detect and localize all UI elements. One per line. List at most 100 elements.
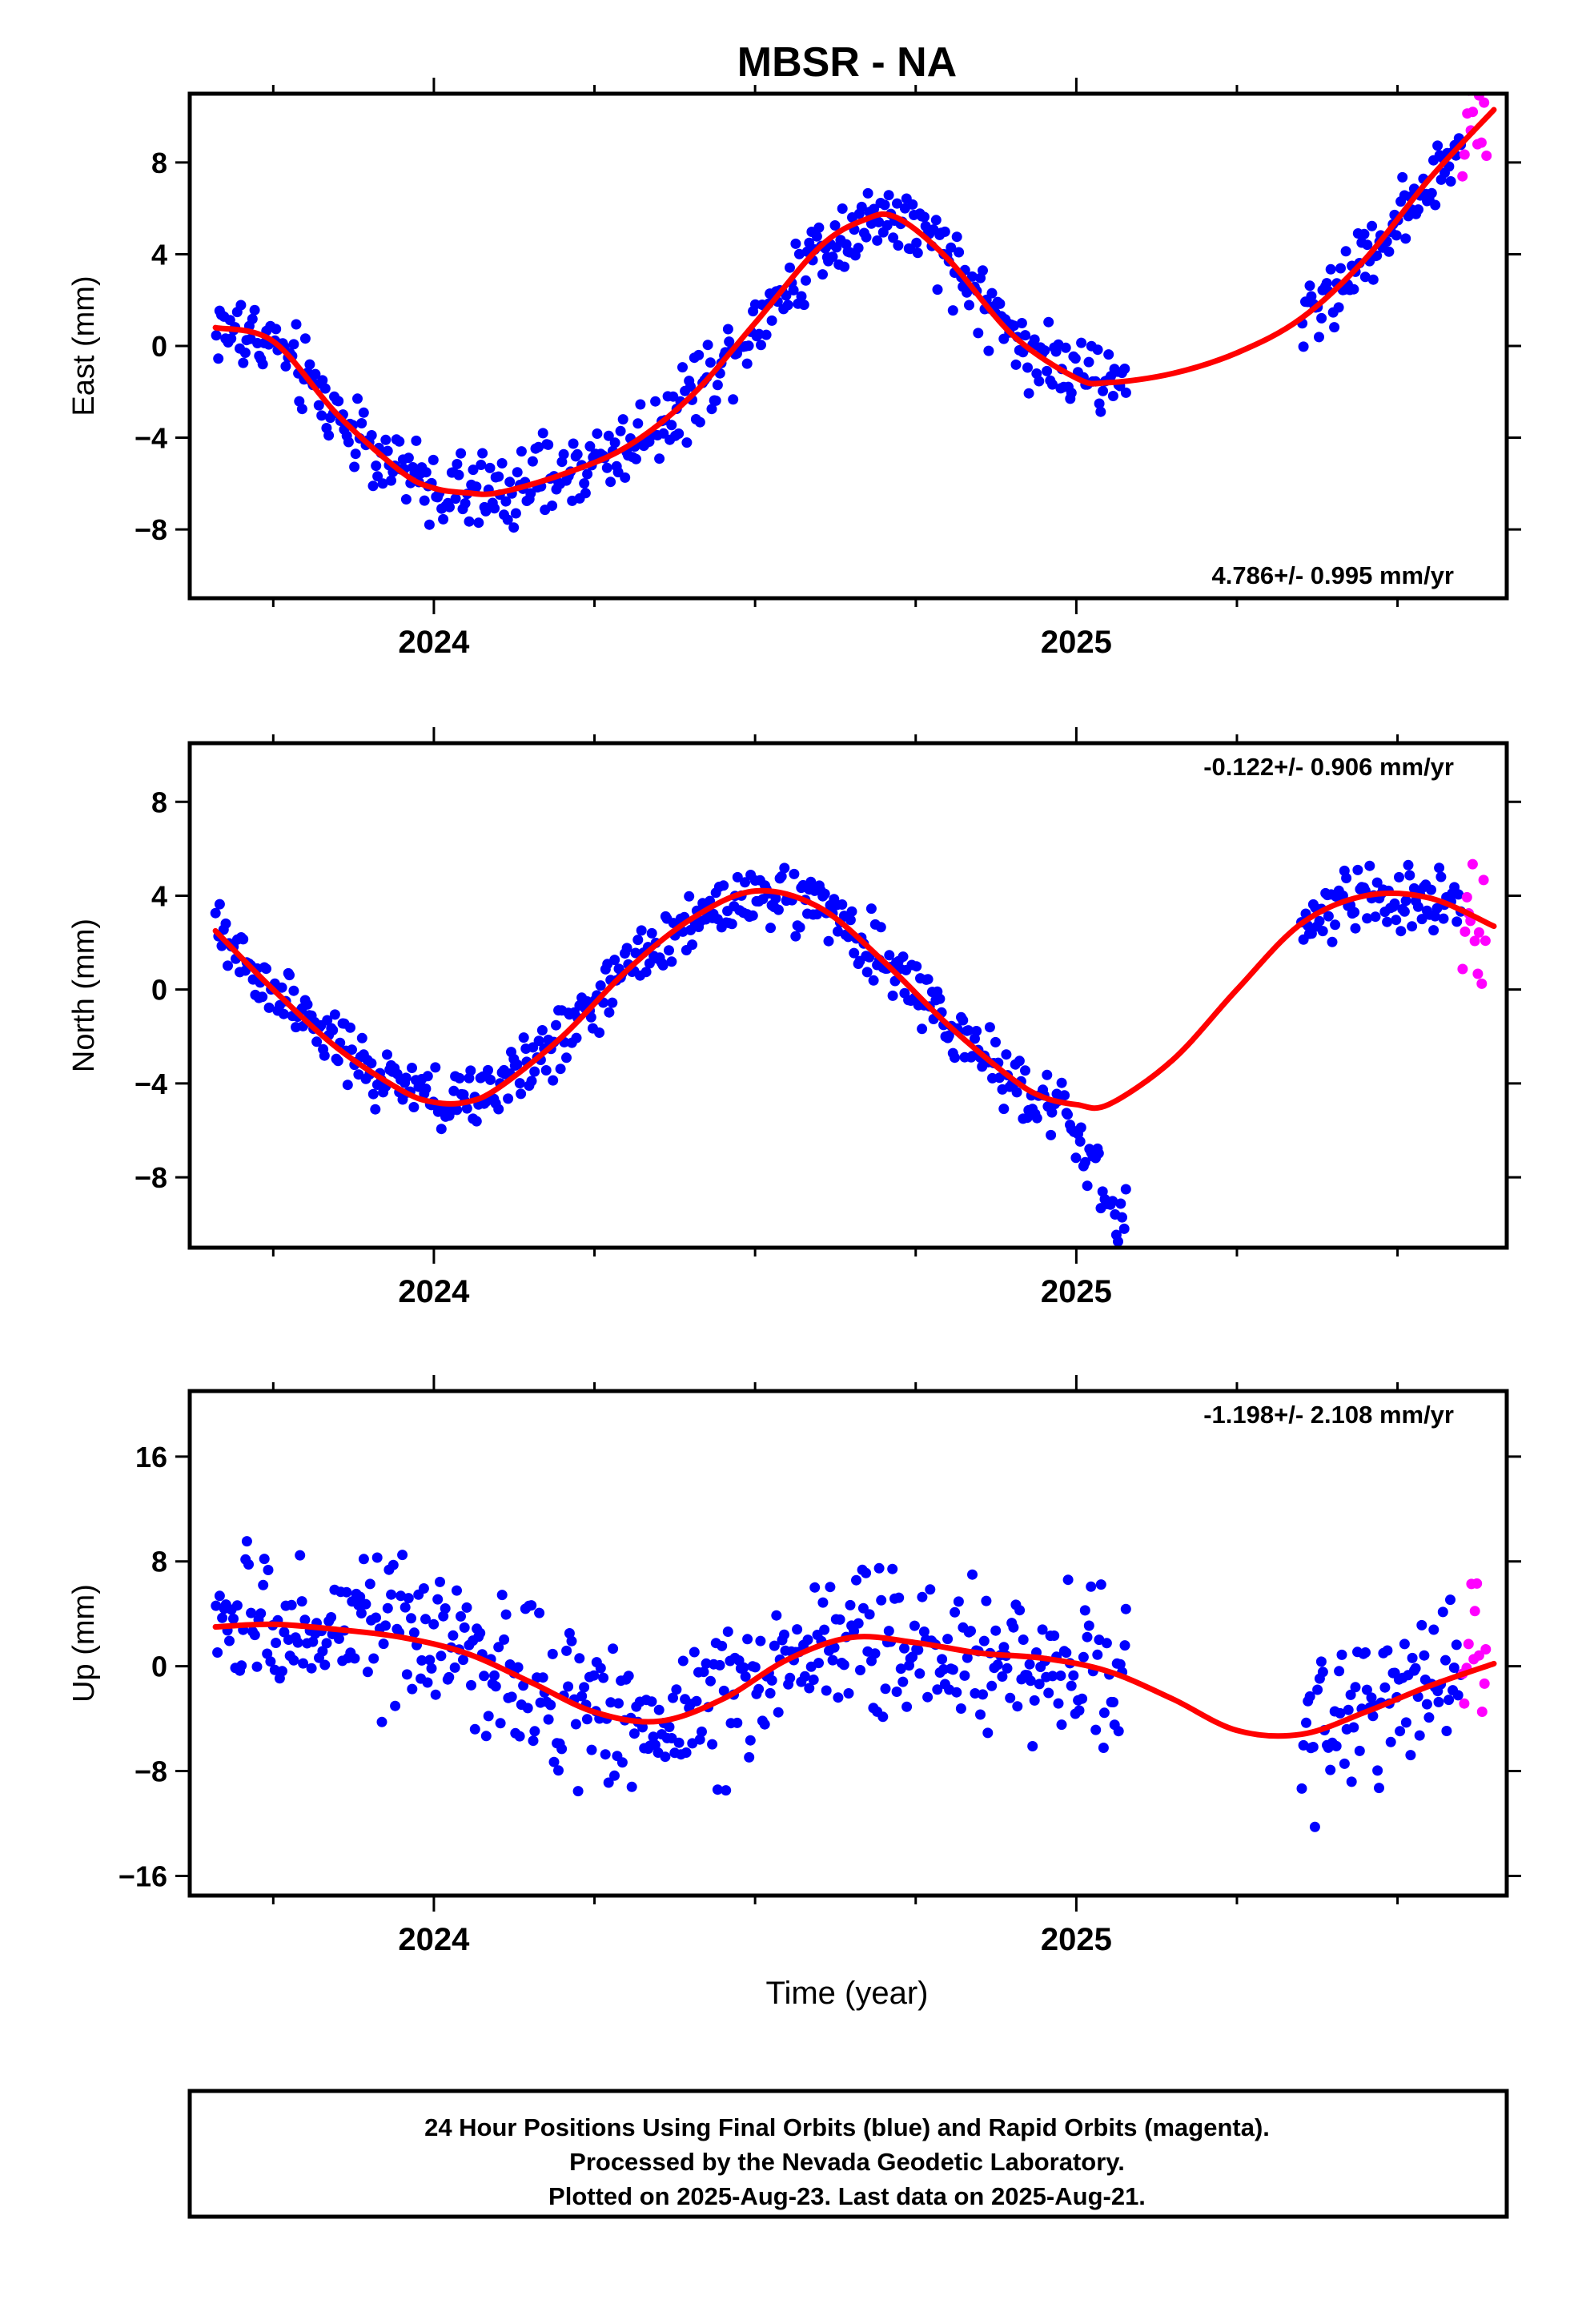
final-orbit-point	[966, 271, 978, 282]
final-orbit-point	[712, 380, 723, 391]
final-orbit-point	[534, 1607, 545, 1618]
final-orbit-point	[397, 1550, 408, 1561]
final-orbit-point	[292, 1637, 303, 1648]
final-orbit-point	[1443, 1695, 1455, 1706]
final-orbit-point	[1404, 870, 1415, 881]
final-orbit-point	[493, 1104, 504, 1115]
final-orbit-point	[284, 970, 295, 981]
final-orbit-point	[893, 240, 904, 251]
final-orbit-point	[718, 1685, 729, 1696]
final-orbit-point	[247, 313, 258, 324]
final-orbit-point	[990, 1625, 1002, 1636]
final-orbit-point	[789, 868, 800, 879]
final-orbit-point	[493, 1642, 504, 1653]
final-orbit-point	[901, 1701, 913, 1712]
final-orbit-point	[452, 459, 463, 469]
final-orbit-point	[1426, 187, 1437, 199]
final-orbit-point	[849, 1626, 860, 1637]
final-orbit-point	[579, 478, 590, 489]
final-orbit-point	[1448, 1663, 1460, 1673]
panel-east: −8 −4 0 4 8 2024 2025 East (mm) 4.786+/- 0.995 m…	[67, 78, 1521, 660]
final-orbit-point	[607, 997, 618, 1008]
final-orbit-point	[702, 340, 713, 351]
final-orbit-point	[1407, 921, 1418, 932]
final-orbit-point	[990, 1036, 1001, 1047]
final-orbit-point	[1343, 1704, 1354, 1715]
final-orbit-point	[1419, 1650, 1430, 1661]
final-orbit-point	[408, 1627, 420, 1638]
final-orbit-point	[471, 1116, 482, 1127]
final-orbit-point	[239, 348, 251, 358]
final-orbit-point	[1075, 1122, 1086, 1133]
final-orbit-point	[1367, 220, 1378, 231]
final-orbit-point	[710, 395, 721, 406]
final-orbit-point	[387, 1559, 399, 1570]
final-orbit-point	[238, 934, 249, 945]
final-orbit-point	[1029, 334, 1040, 345]
final-orbit-point	[658, 428, 669, 439]
final-orbit-point	[946, 242, 957, 253]
final-orbit-point	[864, 1609, 875, 1620]
final-orbit-point	[401, 1669, 412, 1680]
final-orbit-point	[452, 1585, 462, 1596]
final-orbit-point	[635, 399, 646, 410]
final-orbit-point	[500, 1609, 512, 1620]
final-orbit-point	[955, 1703, 966, 1714]
final-orbit-point	[825, 1582, 836, 1593]
final-orbit-point	[366, 430, 377, 440]
final-orbit-point	[500, 496, 512, 507]
final-orbit-point	[526, 1600, 537, 1611]
final-orbit-point	[564, 1628, 575, 1638]
final-orbit-point	[868, 975, 879, 986]
final-orbit-point	[1074, 1136, 1086, 1147]
final-orbit-point	[1323, 911, 1334, 922]
final-orbit-point	[962, 1652, 973, 1663]
final-orbit-point	[792, 1624, 803, 1635]
final-orbit-point	[440, 1603, 451, 1614]
footer-line-3: Plotted on 2025-Aug-23. Last data on 202…	[548, 2182, 1146, 2210]
final-orbit-point	[1389, 898, 1400, 909]
final-orbit-point	[966, 1626, 976, 1637]
final-orbit-point	[548, 1756, 560, 1767]
rapid-orbit-point	[1469, 78, 1480, 88]
final-orbit-point	[919, 211, 930, 223]
final-orbit-point	[588, 1670, 600, 1681]
final-orbit-point	[1452, 1690, 1464, 1701]
final-orbit-point	[892, 198, 902, 209]
final-orbit-point	[317, 375, 328, 386]
final-orbit-point	[502, 514, 513, 525]
final-orbit-point	[942, 1634, 954, 1645]
final-orbit-point	[978, 1635, 990, 1647]
final-orbit-point	[355, 1591, 366, 1602]
final-orbit-point	[456, 448, 467, 459]
final-orbit-point	[721, 1785, 732, 1796]
final-orbit-point	[1083, 356, 1094, 368]
final-orbit-point	[1434, 862, 1445, 874]
rapid-orbit-point	[1478, 875, 1489, 886]
final-orbit-point	[376, 1716, 387, 1727]
rapid-orbit-point	[1472, 1578, 1483, 1589]
velocity-annotation: 4.786+/- 0.995 mm/yr	[1212, 561, 1454, 589]
final-orbit-point	[717, 1640, 728, 1651]
final-orbit-point	[913, 1644, 924, 1655]
final-orbit-point	[986, 1680, 998, 1691]
final-orbit-point	[223, 960, 233, 971]
final-orbit-point	[657, 959, 669, 971]
final-orbit-point	[756, 340, 766, 351]
rapid-orbit-point	[1476, 1707, 1488, 1717]
final-orbit-point	[493, 471, 504, 482]
model-fit-curve	[212, 887, 1497, 1112]
final-orbit-point	[687, 939, 698, 951]
final-orbit-point	[1430, 911, 1440, 922]
final-orbit-point	[1306, 928, 1317, 939]
rapid-orbit-point	[1473, 1650, 1484, 1661]
final-orbit-point	[461, 1103, 472, 1114]
final-orbit-point	[992, 1659, 1003, 1671]
final-orbit-point	[1120, 1603, 1131, 1614]
final-orbit-point	[1395, 926, 1407, 937]
final-orbit-point	[747, 910, 758, 921]
rapid-orbit-point	[1472, 968, 1484, 979]
final-orbit-point	[249, 304, 260, 316]
final-orbit-point	[1345, 1689, 1356, 1700]
final-orbit-point	[352, 393, 363, 404]
